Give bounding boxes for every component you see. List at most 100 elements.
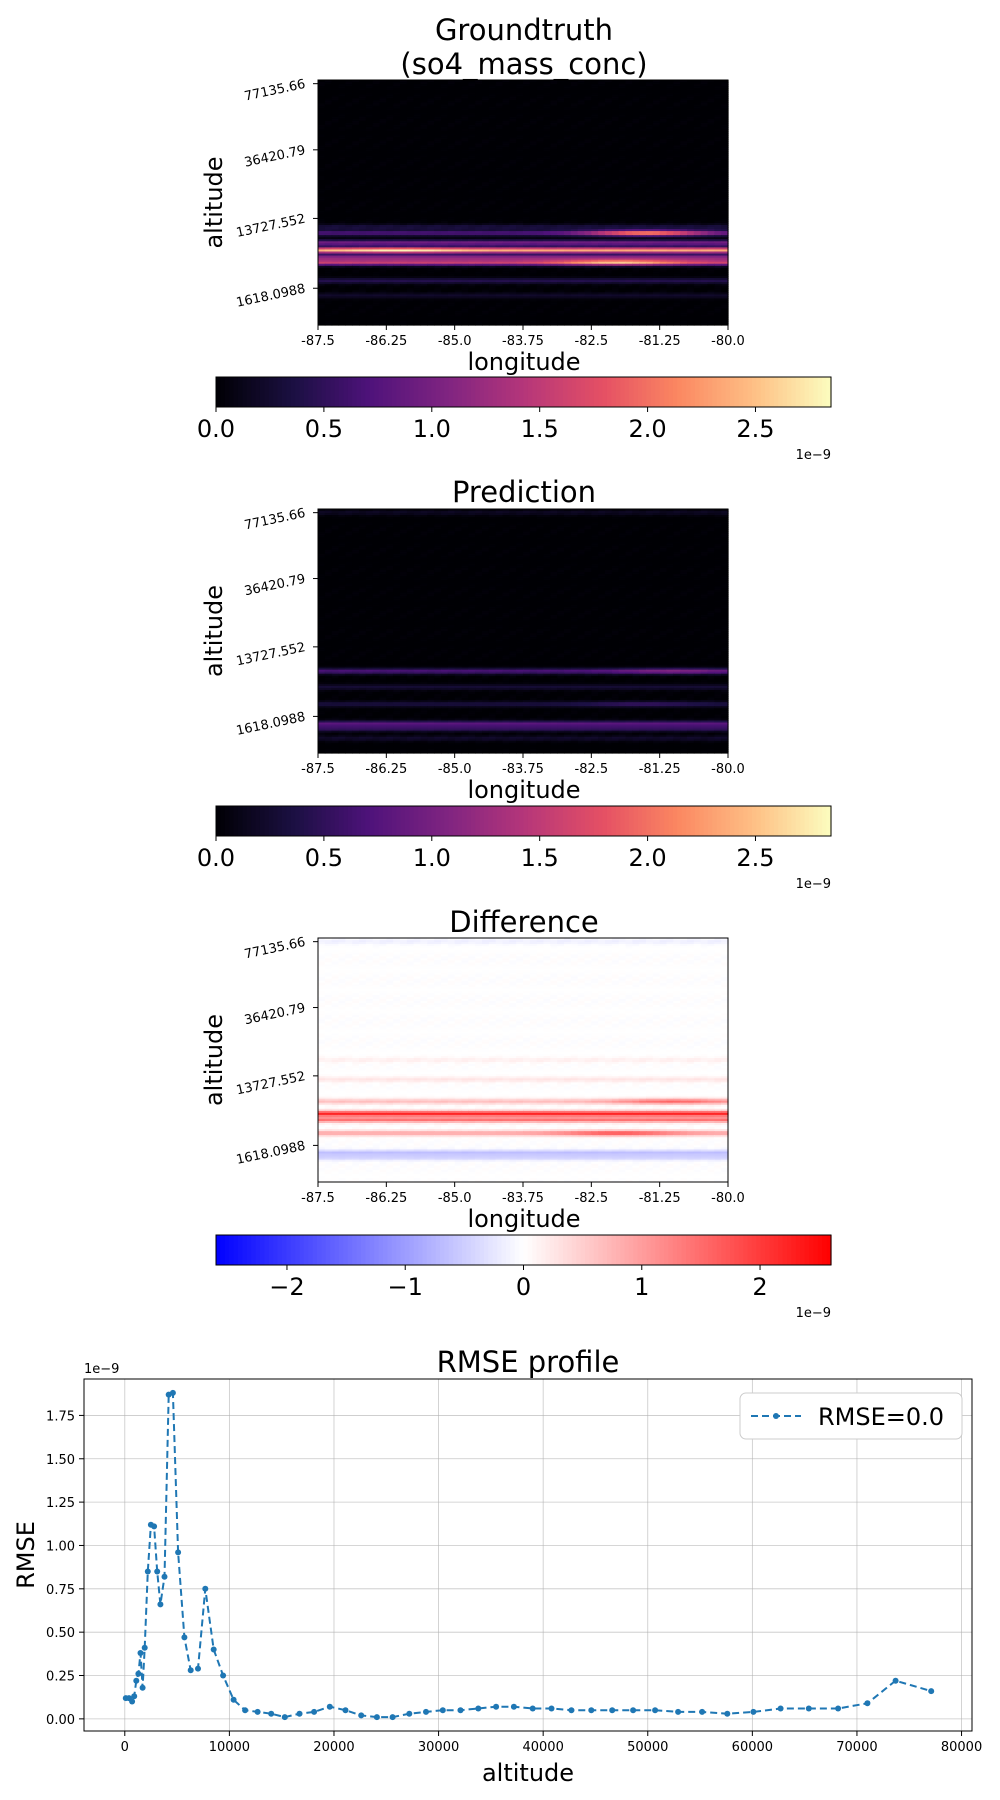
heatmap-cell — [365, 100, 374, 104]
heatmap-cell — [652, 80, 661, 83]
heatmap-cell — [666, 92, 674, 95]
heatmap-cell — [495, 96, 504, 99]
heatmap-cell — [543, 82, 551, 85]
heatmap-cell — [454, 84, 463, 87]
heatmap-cell — [454, 88, 463, 91]
heatmap-cell — [475, 106, 483, 110]
heatmap-cell — [488, 108, 497, 112]
heatmap-cell — [393, 82, 401, 85]
heatmap-cell — [523, 102, 531, 106]
heatmap-cell — [591, 108, 599, 112]
heatmap-cell — [693, 82, 702, 85]
heatmap-cell — [700, 86, 709, 89]
heatmap-cell — [639, 108, 647, 112]
heatmap-cell — [434, 90, 442, 93]
heatmap-cell — [700, 94, 709, 97]
heatmap-cell — [577, 92, 586, 95]
heatmap-cell — [605, 100, 613, 104]
heatmap-cell — [523, 96, 531, 99]
heatmap-cell — [666, 94, 674, 97]
heatmap-cell — [557, 106, 565, 110]
heatmap-cell — [632, 106, 640, 110]
heatmap-cell — [721, 82, 729, 85]
heatmap-cell — [338, 104, 346, 108]
heatmap-cell — [372, 90, 381, 93]
heatmap-cell — [536, 90, 545, 93]
heatmap-cell — [447, 98, 456, 102]
heatmap-cell — [523, 90, 531, 93]
heatmap-cell — [673, 88, 681, 91]
heatmap-cell — [379, 100, 387, 104]
heatmap-cell — [680, 98, 688, 102]
heatmap-cell — [406, 82, 415, 85]
heatmap-cell — [529, 82, 538, 85]
heatmap-cell — [666, 86, 674, 89]
heatmap-cell — [721, 96, 729, 99]
heatmap-cell — [598, 96, 606, 99]
heatmap-cell — [516, 86, 524, 89]
heatmap-cell — [482, 94, 490, 97]
heatmap-cell — [523, 80, 531, 83]
heatmap-cell — [338, 82, 346, 85]
heatmap-cell — [536, 92, 545, 95]
heatmap-cell — [721, 106, 729, 110]
heatmap-cell — [523, 84, 531, 87]
heatmap-cell — [441, 86, 449, 89]
heatmap-cell — [379, 108, 387, 112]
heatmap-cell — [591, 88, 599, 91]
heatmap-cell — [372, 86, 381, 89]
heatmap-cell — [400, 102, 408, 106]
heatmap-cell — [646, 98, 654, 102]
heatmap-cell — [413, 88, 422, 91]
heatmap-panel-1: Groundtruth(so4_mass_conc)-87.5 -86.25 -85… — [197, 13, 832, 463]
heatmap-cell — [687, 100, 695, 104]
heatmap-cell — [652, 102, 661, 106]
heatmap-cell — [352, 108, 360, 112]
heatmap-cell — [625, 106, 633, 110]
heatmap-cell — [475, 88, 483, 91]
heatmap-cell — [318, 104, 326, 108]
heatmap-cell — [536, 100, 545, 104]
heatmap-cell — [625, 108, 633, 112]
heatmap-cell — [611, 104, 620, 108]
heatmap-cell — [495, 94, 504, 97]
heatmap-cell — [632, 88, 640, 91]
heatmap-cell — [447, 108, 456, 112]
heatmap-cell — [564, 86, 572, 89]
heatmap-cell — [516, 102, 524, 106]
heatmap-cell — [509, 94, 517, 97]
heatmap-cell — [516, 104, 524, 108]
heatmap-cell — [625, 102, 633, 106]
heatmap-cell — [318, 102, 326, 106]
heatmap-cell — [365, 80, 374, 83]
heatmap-cell — [550, 94, 558, 97]
heatmap-cell — [386, 88, 394, 91]
heatmap-cell — [502, 104, 510, 108]
heatmap-cell — [714, 108, 722, 112]
heatmap-cell — [475, 80, 483, 83]
heatmap-cell — [420, 102, 428, 106]
heatmap-cell — [707, 102, 715, 106]
heatmap-cell — [420, 104, 428, 108]
heatmap-cell — [584, 96, 592, 99]
heatmap-cell — [352, 104, 360, 108]
heatmap-cell — [687, 98, 695, 102]
heatmap-cell — [652, 88, 661, 91]
heatmap-cell — [482, 92, 490, 95]
heatmap-cell — [570, 94, 579, 97]
heatmap-cell — [605, 88, 613, 91]
heatmap-cell — [359, 100, 367, 104]
heatmap-cell — [413, 102, 422, 106]
heatmap-cell — [687, 92, 695, 95]
heatmap-cell — [359, 106, 367, 110]
heatmap-cell — [625, 98, 633, 102]
heatmap-cell — [570, 98, 579, 102]
heatmap-cell — [461, 98, 469, 102]
heatmap-cell — [666, 104, 674, 108]
heatmap-cell — [618, 98, 627, 102]
heatmap-cell — [318, 88, 326, 91]
heatmap-cell — [338, 92, 346, 95]
heatmap-cell — [318, 100, 326, 104]
heatmap-cell — [386, 108, 394, 112]
heatmap-cell — [338, 100, 346, 104]
